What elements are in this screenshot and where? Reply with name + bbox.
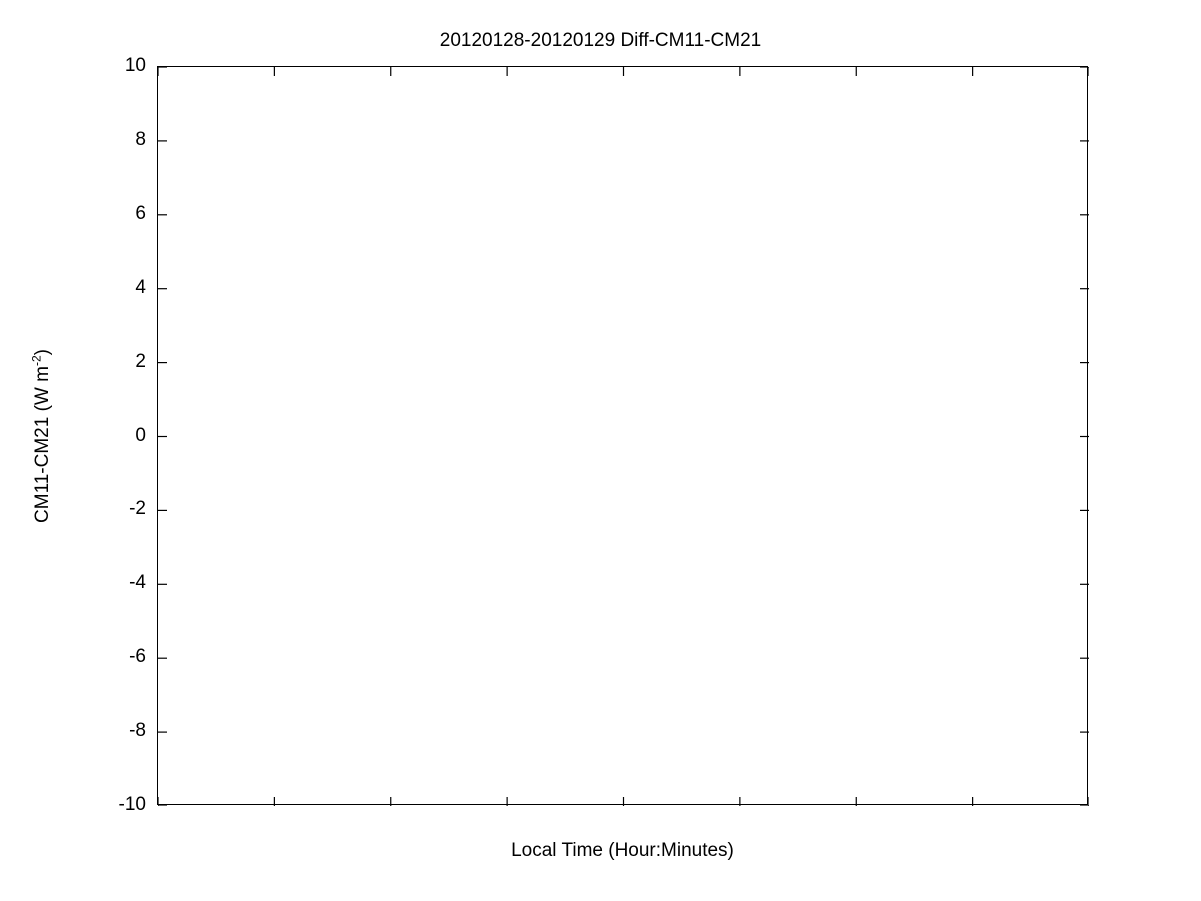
y-axis-label-tail: ) <box>31 349 53 356</box>
y-tick-label: -2 <box>129 498 146 520</box>
y-axis-label-main: CM11-CM21 (W m <box>31 366 53 523</box>
y-axis-label-exponent: -2 <box>29 355 44 367</box>
x-axis-tick-labels <box>157 812 1088 842</box>
x-tick-marks <box>158 67 1089 806</box>
x-axis-label: Local Time (Hour:Minutes) <box>511 840 734 861</box>
y-tick-label: 8 <box>135 128 146 150</box>
y-tick-label: -10 <box>118 794 146 815</box>
y-tick-marks <box>158 67 1089 806</box>
y-tick-label: 6 <box>135 202 146 224</box>
y-tick-label: -8 <box>129 720 146 742</box>
plot-svg <box>158 67 1089 806</box>
y-tick-label: -4 <box>129 572 146 594</box>
y-tick-label: 4 <box>135 276 146 298</box>
y-tick-label: 10 <box>124 55 146 76</box>
chart-title: 20120128-20120129 Diff-CM11-CM21 <box>439 30 762 51</box>
y-axis-tick-labels: 10 8 6 4 2 0 -2 -4 -6 -8 -10 <box>82 55 146 815</box>
y-tick-label: 2 <box>135 350 146 372</box>
y-axis-label: CM11-CM21 (W m-2) <box>30 67 60 806</box>
y-tick-label: 0 <box>135 424 146 446</box>
plot-area <box>157 66 1089 806</box>
y-tick-label: -6 <box>129 646 146 668</box>
